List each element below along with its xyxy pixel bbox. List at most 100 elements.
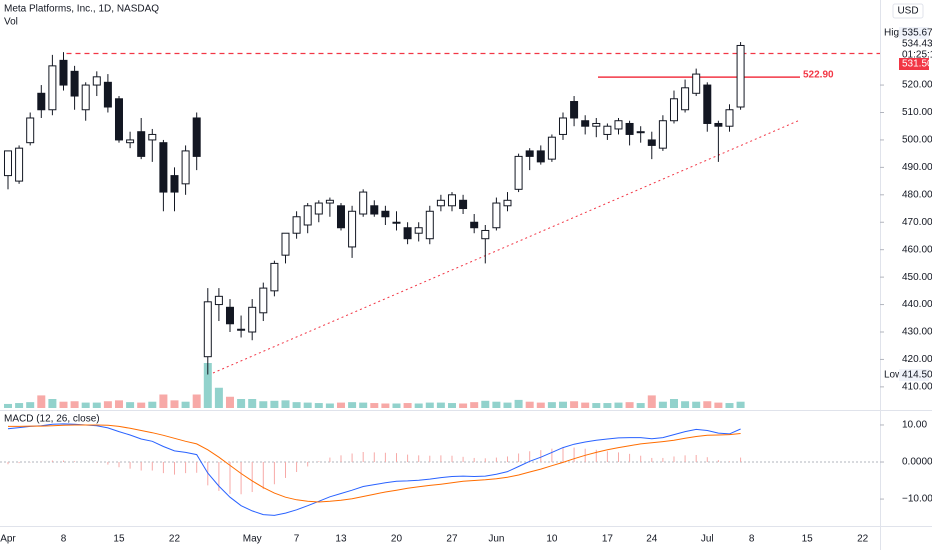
candle-body — [414, 227, 423, 234]
candle-body — [436, 199, 445, 207]
volume-bar — [103, 401, 112, 408]
candle-body — [259, 287, 268, 314]
candle-body — [647, 139, 656, 146]
volume-bar — [170, 400, 179, 408]
chart-title: Meta Platforms, Inc., 1D, NASDAQ — [4, 4, 159, 15]
low-label: Low — [884, 370, 903, 381]
volume-bar — [259, 401, 268, 408]
alert-box — [899, 58, 929, 70]
volume-bar — [658, 401, 667, 408]
candle-body — [669, 98, 678, 122]
candle-body — [148, 133, 157, 141]
volume-bar — [403, 403, 412, 408]
low-box — [899, 369, 929, 381]
candle-body — [636, 131, 645, 134]
volume-bar — [436, 402, 445, 408]
candle-body — [159, 142, 168, 193]
volume-bar — [647, 395, 656, 408]
candle-body — [225, 306, 234, 325]
candle-body — [381, 210, 390, 218]
candle-body — [625, 122, 634, 135]
volume-bar — [525, 401, 534, 408]
x-tick-label: 8 — [749, 534, 755, 545]
candle-body — [514, 155, 523, 190]
candle-body — [15, 147, 24, 182]
candle-body — [558, 117, 567, 135]
candle-body — [203, 301, 212, 358]
candle-body — [81, 84, 90, 111]
volume-bar — [15, 403, 24, 408]
candle-body — [26, 117, 35, 144]
macd-tick-label: 10.00 — [902, 420, 927, 431]
x-tick-label: Jun — [488, 534, 504, 545]
volume-bar — [359, 402, 368, 408]
candle-body — [603, 125, 612, 135]
volume-bar — [381, 403, 390, 408]
volume-bar — [636, 403, 645, 408]
low-value: 414.50 — [902, 370, 932, 381]
volume-bar — [736, 401, 745, 408]
volume-bar — [325, 403, 334, 408]
x-tick-label: 22 — [169, 534, 181, 545]
currency-box — [892, 3, 924, 19]
high-label: High — [884, 28, 905, 39]
candle-body — [570, 101, 579, 119]
candle-body — [481, 229, 490, 240]
volume-bar — [614, 402, 623, 408]
y-tick-label: 490.00 — [902, 162, 932, 173]
volume-bar — [603, 403, 612, 408]
volume-bar — [48, 399, 57, 408]
candle-body — [325, 199, 334, 204]
currency: USD — [897, 6, 918, 17]
volume-bar — [348, 402, 357, 408]
candle-body — [237, 328, 246, 331]
high-value: 535.67 — [902, 28, 932, 39]
volume-bar — [137, 402, 146, 408]
volume-bar — [181, 401, 190, 408]
candle-body — [336, 205, 345, 229]
candle-body — [214, 295, 223, 306]
volume-bar — [281, 400, 290, 408]
alert-value: 531.50 — [902, 59, 932, 70]
x-tick-label: 22 — [857, 534, 869, 545]
x-tick-label: 24 — [646, 534, 658, 545]
volume-bar — [503, 402, 512, 408]
volume-bar — [203, 363, 212, 408]
volume-bar — [114, 400, 123, 408]
y-tick-label: 430.00 — [902, 327, 932, 338]
x-tick-label: 15 — [113, 534, 125, 545]
y-tick-label: 470.00 — [902, 217, 932, 228]
candle-body — [736, 44, 745, 108]
volume-bar — [669, 399, 678, 408]
volume-bar — [459, 403, 468, 408]
y-tick-label: 450.00 — [902, 272, 932, 283]
candle-body — [503, 199, 512, 207]
x-tick-label: 7 — [294, 534, 300, 545]
candle-body — [658, 120, 667, 149]
volume-bar — [714, 402, 723, 408]
candle-body — [692, 73, 701, 94]
candle-body — [447, 194, 456, 207]
y-tick-label: 420.00 — [902, 354, 932, 365]
candle-body — [303, 205, 312, 226]
macd-line — [8, 424, 741, 503]
candle-body — [248, 306, 257, 333]
volume-bar — [703, 401, 712, 408]
volume-bar — [481, 400, 490, 408]
volume-bar — [26, 402, 35, 408]
y-tick-label: 410.00 — [902, 382, 932, 393]
candle-body — [114, 98, 123, 141]
candle-body — [470, 221, 479, 229]
candle-body — [181, 150, 190, 185]
y-tick-label: 460.00 — [902, 244, 932, 255]
y-tick-label: 500.00 — [902, 135, 932, 146]
candle-body — [92, 76, 101, 86]
volume-bar — [237, 399, 246, 408]
candle-body — [192, 117, 201, 157]
candle-body — [37, 92, 46, 111]
volume-bar — [425, 402, 434, 408]
candle-body — [403, 227, 412, 240]
candle-body — [137, 131, 146, 157]
